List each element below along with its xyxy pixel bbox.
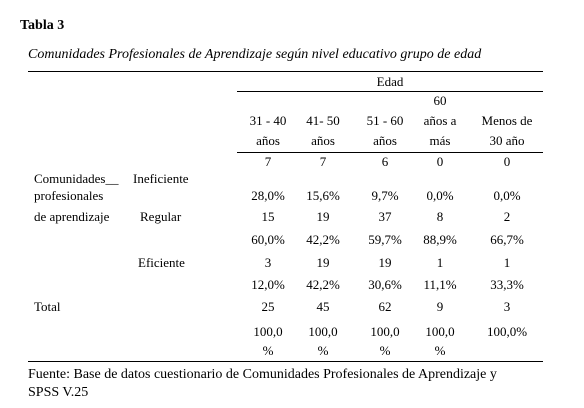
- percent-cell: %: [380, 343, 391, 358]
- count-cell: 15: [262, 209, 275, 224]
- count-cell: 0: [504, 154, 511, 169]
- percent-cell: 15,6%: [306, 188, 340, 203]
- column-header: años: [256, 133, 280, 148]
- percent-cell: 60,0%: [251, 232, 285, 247]
- row-group-label: Comunidades__: [34, 171, 119, 186]
- column-header: 31 - 40: [250, 113, 287, 128]
- percent-cell: 9,7%: [371, 188, 398, 203]
- row-label: Eficiente: [138, 255, 185, 270]
- percent-cell: 100,0%: [487, 324, 527, 339]
- percent-cell: 33,3%: [490, 277, 524, 292]
- row-group-label: de aprendizaje: [34, 209, 110, 224]
- count-cell: 6: [382, 154, 389, 169]
- count-cell: 7: [320, 154, 327, 169]
- percent-cell: 100,0: [425, 324, 454, 339]
- count-cell: 9: [437, 299, 444, 314]
- column-header: años a: [424, 113, 457, 128]
- count-cell: 3: [265, 255, 272, 270]
- column-header: 51 - 60: [367, 113, 404, 128]
- column-header: años: [311, 133, 335, 148]
- count-cell: 19: [317, 209, 330, 224]
- column-header: 41- 50: [306, 113, 340, 128]
- count-cell: 19: [379, 255, 392, 270]
- percent-cell: 0,0%: [493, 188, 520, 203]
- count-cell: 1: [437, 255, 444, 270]
- percent-cell: 100,0: [253, 324, 282, 339]
- count-cell: 0: [437, 154, 444, 169]
- count-cell: 45: [317, 299, 330, 314]
- row-label: Total: [34, 299, 61, 314]
- percent-cell: %: [318, 343, 329, 358]
- row-group-label: profesionales: [34, 188, 103, 203]
- count-cell: 19: [317, 255, 330, 270]
- count-cell: 3: [504, 299, 511, 314]
- percent-cell: 59,7%: [368, 232, 402, 247]
- column-header: años: [373, 133, 397, 148]
- percent-cell: 88,9%: [423, 232, 457, 247]
- percent-cell: %: [263, 343, 274, 358]
- table-title: Tabla 3: [20, 18, 64, 33]
- table-footer: Fuente: Base de datos cuestionario de Co…: [28, 367, 497, 382]
- percent-cell: 100,0: [308, 324, 337, 339]
- percent-cell: 42,2%: [306, 277, 340, 292]
- table-subtitle: Comunidades Profesionales de Aprendizaje…: [28, 47, 482, 62]
- row-label: Ineficiente: [133, 171, 189, 186]
- count-cell: 37: [379, 209, 393, 224]
- percent-cell: 30,6%: [368, 277, 402, 292]
- row-label: Regular: [140, 209, 182, 224]
- percent-cell: 12,0%: [251, 277, 285, 292]
- group-header: Edad: [377, 74, 404, 89]
- count-cell: 7: [265, 154, 272, 169]
- column-header: 30 año: [489, 133, 524, 148]
- percent-cell: %: [435, 343, 446, 358]
- column-header: 60: [434, 93, 447, 108]
- percent-cell: 100,0: [370, 324, 399, 339]
- count-cell: 2: [504, 209, 511, 224]
- column-header: más: [430, 133, 451, 148]
- count-cell: 8: [437, 209, 444, 224]
- percent-cell: 0,0%: [426, 188, 453, 203]
- percent-cell: 42,2%: [306, 232, 340, 247]
- table-footer: SPSS V.25: [28, 385, 88, 400]
- count-cell: 62: [379, 299, 392, 314]
- column-header: Menos de: [482, 113, 533, 128]
- count-cell: 25: [262, 299, 275, 314]
- percent-cell: 28,0%: [251, 188, 285, 203]
- percent-cell: 11,1%: [423, 277, 456, 292]
- percent-cell: 66,7%: [490, 232, 524, 247]
- count-cell: 1: [504, 255, 511, 270]
